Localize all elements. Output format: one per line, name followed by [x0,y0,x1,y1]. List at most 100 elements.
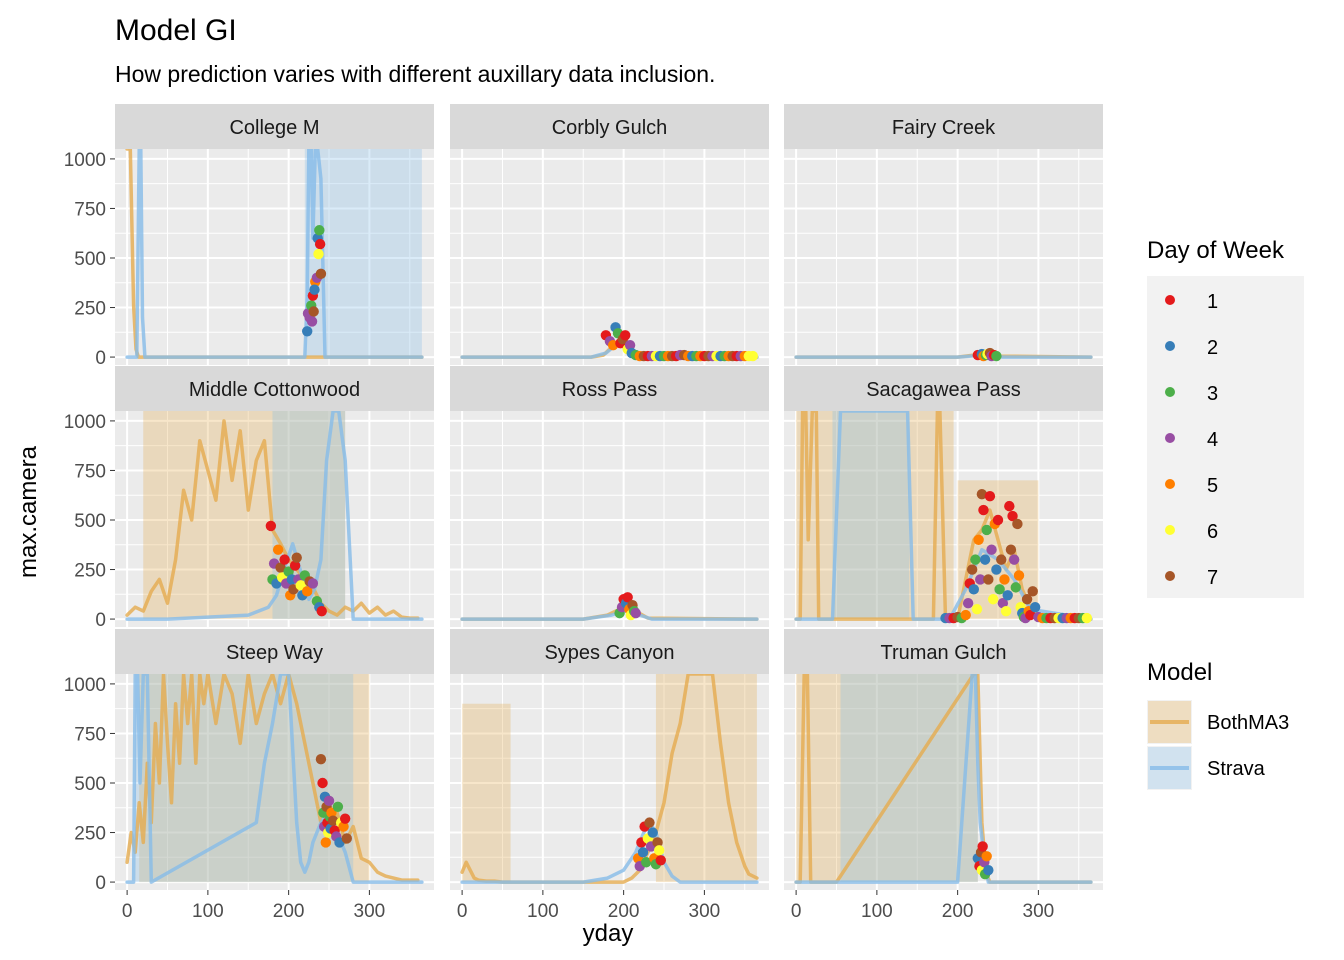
legend-day-key-7 [1165,571,1175,581]
data-point [1008,554,1020,565]
legend-day-key-1 [1165,295,1175,305]
facet-strip [450,629,769,674]
facet-strip-label: Sypes Canyon [544,642,674,664]
data-point [983,864,994,876]
data-point [332,801,344,812]
data-point [968,584,979,595]
facet-strip [450,104,769,149]
x-tick-label: 200 [942,901,974,922]
data-point [983,574,994,585]
data-point [306,316,318,327]
data-point [1027,586,1038,597]
y-tick-label: 250 [74,299,106,320]
y-tick-label: 500 [74,511,106,532]
data-point [986,544,997,555]
data-point [272,544,284,555]
ribbon-strava [840,674,978,883]
x-tick-label: 100 [192,901,224,922]
facet-sacagawea-pass: Sacagawea Pass [784,366,1103,627]
data-point [630,607,641,619]
legend-day-label-1: 1 [1207,291,1218,313]
y-tick-label: 1000 [64,675,106,696]
facet-sypes-canyon: Sypes Canyon 0 100 200 300 [450,629,769,922]
data-point [641,857,652,868]
data-point [275,562,286,573]
panel-data [125,149,424,359]
legend-day-label-5: 5 [1207,475,1218,497]
legend-day-label-2: 2 [1207,337,1218,359]
facet-strip-label: College M [229,117,319,139]
data-point [1004,500,1015,512]
data-point [320,837,331,848]
legend-model: Model BothMA3 Strava [1147,659,1289,790]
facet-strip [784,366,1103,411]
facet-strip [450,366,769,411]
chart-subtitle: How prediction varies with different aux… [115,61,715,87]
ribbon-strava [832,411,910,620]
legend-day-label-3: 3 [1207,383,1218,405]
facet-steep-way: Steep Way 0 250 500 750 1000 0 100 200 300 [64,629,434,922]
facet-strip [115,366,434,411]
data-point [637,847,649,858]
data-point [966,564,978,575]
y-tick-label: 500 [74,249,106,270]
facet-college-m: College M 0 250 500 750 1000 [64,104,434,369]
data-point [981,524,992,536]
y-tick-label: 0 [95,873,106,894]
data-point [984,491,996,502]
data-point [279,554,290,565]
data-point [994,584,1005,595]
data-point [1000,605,1012,617]
data-point [316,605,327,617]
legend-day-label-6: 6 [1207,521,1218,543]
data-point [981,851,992,862]
data-point [338,821,349,832]
legend-day-of-week: Day of Week 1 2 3 4 5 6 7 [1147,237,1304,598]
facet-strip-label: Steep Way [226,642,323,664]
data-point [315,268,327,280]
x-tick-label: 200 [608,901,640,922]
data-point [308,306,319,317]
data-point [323,795,335,807]
data-point [317,777,328,789]
data-point [970,554,981,565]
data-point [1005,544,1017,555]
legend-model-label-strava: Strava [1207,758,1266,780]
data-point [314,225,325,236]
y-tick-label: 750 [74,724,106,745]
data-point [971,603,983,615]
data-point [979,554,991,565]
panel-data [125,674,424,884]
panel-data [460,592,759,621]
data-point [644,817,655,828]
ribbon-bothma3 [796,411,954,620]
data-point [620,330,631,341]
panel-data [460,322,759,362]
facet-strip [784,104,1103,149]
data-point [1081,612,1093,624]
panel-data [794,674,1093,884]
data-point [991,350,1002,362]
data-point [1021,594,1033,605]
y-tick-label: 250 [74,561,106,582]
facet-strip-label: Sacagawea Pass [866,379,1021,401]
data-point [315,754,327,765]
data-point [655,855,666,866]
legend-day-key-5 [1165,479,1175,489]
data-point [339,813,351,824]
legend-day-key-2 [1165,341,1175,351]
x-tick-label: 200 [273,901,305,922]
data-point [996,554,1007,565]
chart-title: Model GI [115,14,237,47]
y-tick-label: 500 [74,774,106,795]
facet-corbly-gulch: Corbly Gulch [450,104,769,365]
data-point [291,552,302,563]
data-point [962,598,974,609]
data-point [978,504,989,516]
data-point [307,578,319,589]
data-point [653,845,665,856]
x-tick-label: 0 [457,901,468,922]
data-point [652,837,663,848]
x-axis-label: yday [583,920,634,947]
